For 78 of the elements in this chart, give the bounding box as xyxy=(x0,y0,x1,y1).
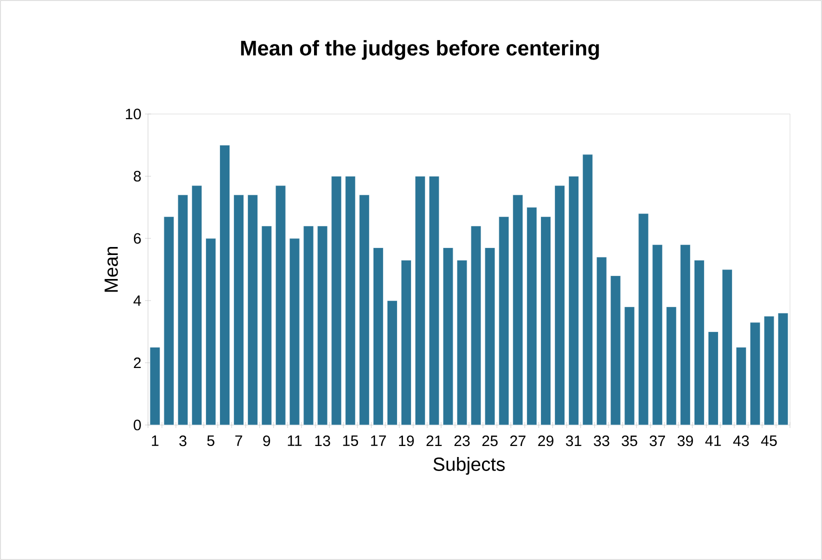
bar xyxy=(247,194,258,426)
bar xyxy=(666,306,677,426)
bar xyxy=(694,260,705,426)
x-tick-label: 3 xyxy=(179,436,186,446)
bar xyxy=(498,216,510,426)
x-tick-label: 31 xyxy=(566,436,582,446)
x-tick-label: 5 xyxy=(207,436,214,446)
x-tick-label: 17 xyxy=(371,436,386,446)
chart-title: Mean of the judges before centering xyxy=(241,40,599,60)
bar xyxy=(456,260,468,426)
bar xyxy=(359,194,370,426)
bar xyxy=(233,194,244,426)
bar xyxy=(778,312,788,426)
bar xyxy=(220,144,230,426)
bar xyxy=(261,226,272,426)
bar xyxy=(638,213,649,426)
x-tick-label: 37 xyxy=(650,436,666,446)
x-tick-label: 43 xyxy=(733,436,749,446)
bar xyxy=(275,185,286,426)
y-axis-title: Mean xyxy=(104,246,118,292)
x-tick-label: 7 xyxy=(235,436,242,446)
x-tick-label: 35 xyxy=(622,436,638,446)
bar xyxy=(652,244,663,426)
x-tick-label: 45 xyxy=(761,436,777,446)
bar xyxy=(722,269,732,426)
y-tick-label: 4 xyxy=(133,295,142,306)
x-tick-label: 25 xyxy=(482,436,498,446)
x-tick-label: 41 xyxy=(705,436,721,446)
bar xyxy=(540,216,551,426)
bar xyxy=(750,322,760,426)
bar xyxy=(289,238,300,426)
bar xyxy=(373,248,384,426)
bar xyxy=(164,216,174,426)
x-tick-label: 29 xyxy=(538,436,554,446)
bar xyxy=(345,176,356,426)
bar xyxy=(317,226,328,426)
bar xyxy=(554,185,565,426)
bar xyxy=(582,154,593,426)
bar xyxy=(150,347,160,426)
bar xyxy=(512,194,524,426)
bar xyxy=(610,276,621,426)
bar xyxy=(400,260,412,426)
bar xyxy=(192,185,202,426)
bar xyxy=(428,176,440,426)
bar xyxy=(484,248,496,426)
y-tick-label: 10 xyxy=(126,108,141,120)
bar xyxy=(442,248,454,426)
x-tick-label: 19 xyxy=(399,436,414,446)
bar xyxy=(764,316,774,426)
bar xyxy=(178,194,188,426)
y-tick-label: 6 xyxy=(134,233,141,244)
bar xyxy=(680,244,691,426)
x-tick-label: 9 xyxy=(263,436,270,446)
x-tick-label: 13 xyxy=(315,436,330,446)
bar xyxy=(736,347,746,426)
y-tick-label: 2 xyxy=(134,358,141,368)
y-tick-label: 0 xyxy=(134,420,141,430)
bar xyxy=(414,176,426,426)
bar xyxy=(303,226,314,426)
y-tick-label: 8 xyxy=(134,170,141,182)
x-tick-label: 11 xyxy=(288,436,302,446)
bar xyxy=(387,300,398,426)
x-tick-label: 27 xyxy=(510,436,526,446)
bar xyxy=(331,176,342,426)
x-tick-label: 39 xyxy=(678,436,693,446)
x-axis-title: Subjects xyxy=(433,457,505,475)
x-tick-label: 33 xyxy=(594,436,610,446)
bar xyxy=(526,207,538,426)
bar xyxy=(470,226,482,426)
bar xyxy=(708,332,718,426)
x-tick-label: 23 xyxy=(454,436,470,446)
bar xyxy=(596,256,607,426)
bar xyxy=(568,176,579,426)
x-tick-label: 1 xyxy=(152,436,158,446)
x-tick-label: 15 xyxy=(343,436,358,446)
x-tick-label: 21 xyxy=(426,436,442,446)
bar xyxy=(624,306,635,426)
bar xyxy=(206,238,216,426)
